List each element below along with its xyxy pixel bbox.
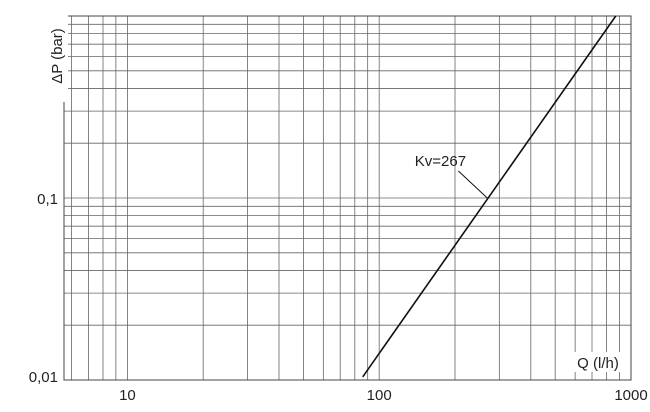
y-axis-label: ΔP (bar) (49, 28, 66, 84)
x-axis-label-background (567, 352, 629, 372)
annotation-layer: Kv=267 (415, 153, 489, 199)
kv-annotation-label: Kv=267 (415, 153, 466, 170)
grid (64, 16, 631, 380)
plot-frame (63, 15, 632, 381)
x-tick-label: 100 (367, 387, 392, 404)
axis-labels: ΔP (bar) Q (l/h) (44, 8, 629, 372)
annotation-leader-line (458, 170, 489, 199)
x-tick-label: 10 (119, 387, 136, 404)
y-tick-label: 0,1 (37, 191, 58, 208)
y-tick-label: 0,01 (29, 369, 58, 386)
y-axis-label-background (44, 8, 68, 102)
x-tick-label: 1000 (614, 387, 647, 404)
series-layer (362, 15, 617, 378)
series-line (362, 15, 617, 378)
x-axis-label: Q (l/h) (577, 355, 619, 372)
plot-border (63, 15, 632, 381)
